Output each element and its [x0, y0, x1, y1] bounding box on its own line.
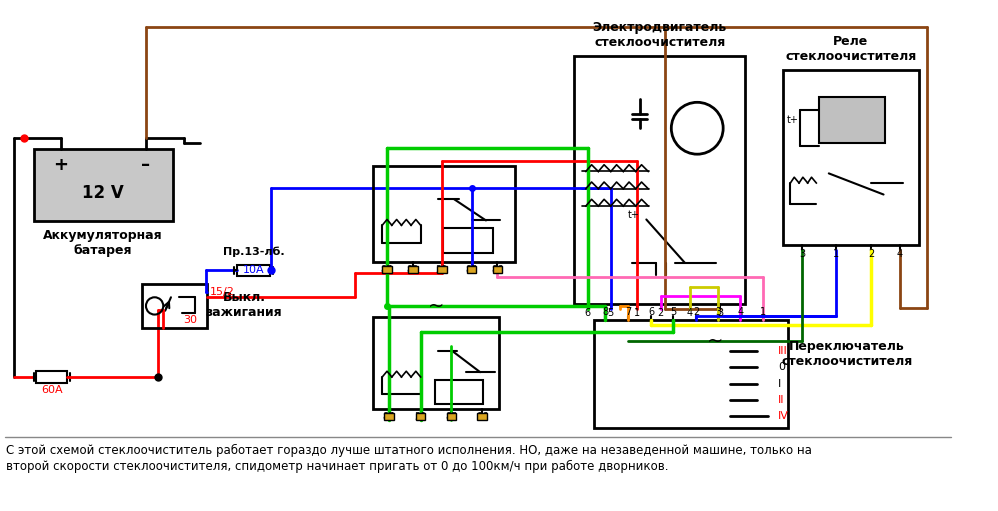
- Bar: [574, 56, 746, 304]
- Text: 5: 5: [608, 308, 614, 318]
- Text: Пр.13-лб.: Пр.13-лб.: [223, 247, 284, 258]
- Text: +: +: [53, 156, 68, 174]
- Bar: [238, 265, 269, 276]
- Text: 0: 0: [777, 362, 784, 373]
- Text: 86: 86: [491, 265, 504, 275]
- Text: Реле
стеклоочистителя: Реле стеклоочистителя: [785, 35, 916, 62]
- Text: 15/2: 15/2: [210, 287, 235, 296]
- Text: Выкл.
зажигания: Выкл. зажигания: [206, 291, 282, 319]
- Text: 2: 2: [694, 307, 700, 317]
- Text: 88: 88: [407, 265, 419, 275]
- Bar: [416, 412, 425, 420]
- Bar: [782, 69, 919, 245]
- Bar: [372, 166, 515, 262]
- Text: 1: 1: [634, 308, 640, 318]
- Text: 2: 2: [868, 249, 874, 259]
- Text: С этой схемой стеклоочиститель работает гораздо лучше штатного исполнения. НО, д: С этой схемой стеклоочиститель работает …: [6, 444, 811, 456]
- Bar: [819, 97, 884, 143]
- Text: 30: 30: [184, 315, 198, 326]
- Bar: [443, 228, 493, 253]
- Bar: [142, 284, 208, 328]
- Text: 5: 5: [670, 307, 677, 317]
- Text: 2: 2: [658, 308, 664, 318]
- Text: 1: 1: [832, 249, 838, 259]
- Bar: [435, 380, 483, 404]
- Bar: [408, 266, 418, 273]
- Text: 3: 3: [716, 307, 722, 317]
- Text: Электродвигатель
стеклоочистителя: Электродвигатель стеклоочистителя: [593, 21, 727, 49]
- Bar: [437, 266, 446, 273]
- Text: 4: 4: [687, 308, 693, 318]
- Bar: [477, 412, 487, 420]
- Text: III: III: [777, 346, 787, 356]
- Text: 4: 4: [897, 249, 903, 259]
- Bar: [384, 412, 394, 420]
- Text: t+: t+: [628, 210, 640, 220]
- Bar: [37, 371, 67, 383]
- Text: 3: 3: [798, 249, 805, 259]
- Text: Аккумуляторная
батарея: Аккумуляторная батарея: [44, 228, 163, 257]
- Text: 6: 6: [648, 307, 655, 317]
- Text: 87: 87: [383, 412, 395, 422]
- Text: 87: 87: [381, 265, 393, 275]
- Bar: [372, 317, 499, 409]
- Text: 1: 1: [759, 307, 765, 317]
- Text: 85: 85: [445, 412, 457, 422]
- Text: 30: 30: [414, 412, 427, 422]
- Text: ~: ~: [708, 332, 724, 351]
- Text: 86: 86: [476, 412, 488, 422]
- Text: t+: t+: [786, 114, 798, 125]
- Bar: [493, 266, 502, 273]
- Text: второй скорости стеклоочистителя, спидометр начинает пригать от 0 до 100км/ч при: второй скорости стеклоочистителя, спидом…: [6, 460, 669, 473]
- Bar: [34, 149, 173, 221]
- Text: 3: 3: [718, 308, 724, 318]
- Text: I: I: [777, 379, 781, 389]
- Text: 12 V: 12 V: [83, 184, 124, 202]
- Text: 10А: 10А: [243, 265, 264, 275]
- Text: 6: 6: [585, 308, 591, 318]
- Text: –: –: [142, 156, 151, 174]
- Text: 4: 4: [738, 307, 744, 317]
- Bar: [594, 320, 787, 428]
- Text: 85: 85: [465, 265, 478, 275]
- Text: II: II: [777, 395, 784, 405]
- Bar: [446, 412, 456, 420]
- Text: 30: 30: [436, 265, 448, 275]
- Text: 60А: 60А: [41, 385, 63, 396]
- Bar: [382, 266, 392, 273]
- Text: IV: IV: [777, 411, 788, 422]
- Text: ~: ~: [428, 296, 444, 315]
- Text: 7: 7: [625, 307, 631, 317]
- Text: Переключатель
стеклоочистителя: Переключатель стеклоочистителя: [781, 340, 913, 368]
- Bar: [467, 266, 476, 273]
- Text: 8: 8: [602, 307, 608, 317]
